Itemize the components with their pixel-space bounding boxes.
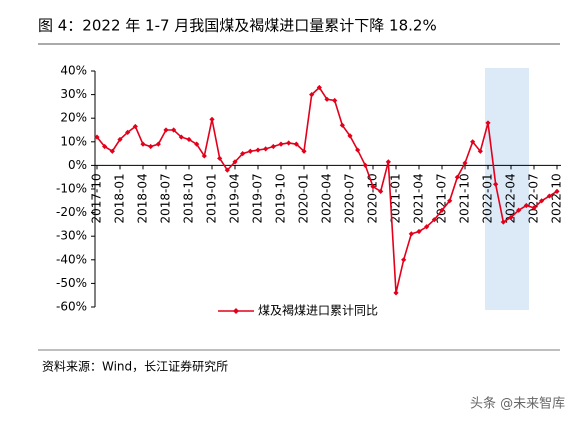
y-tick-label: 30%: [60, 87, 87, 101]
point: [232, 159, 238, 165]
point: [316, 84, 322, 91]
point: [324, 96, 330, 102]
point: [416, 228, 422, 235]
point: [378, 188, 384, 194]
point: [439, 207, 445, 213]
point: [94, 134, 100, 140]
point: [186, 136, 192, 143]
point: [247, 148, 253, 154]
point: [454, 174, 460, 180]
point: [470, 139, 476, 145]
point: [408, 231, 414, 237]
point: [217, 155, 223, 161]
y-tick-label: 0%: [68, 158, 87, 172]
point: [163, 127, 169, 133]
highlight-band: [485, 68, 529, 310]
point: [240, 151, 246, 157]
point: [362, 162, 368, 168]
point: [132, 123, 138, 130]
point: [355, 147, 361, 153]
y-tick-label: 10%: [60, 134, 87, 148]
x-tick-label: 2021-04: [412, 173, 426, 223]
x-tick-label: 2020-01: [297, 173, 311, 223]
y-tick-label: -30%: [56, 229, 87, 243]
point: [286, 140, 292, 146]
point: [370, 184, 376, 190]
y-tick-label: -50%: [56, 276, 87, 290]
point: [339, 122, 345, 128]
point: [523, 202, 529, 209]
x-tick-label: 2020-07: [343, 173, 357, 223]
x-tick-label: 2019-07: [251, 173, 265, 223]
x-tick-label: 2022-07: [527, 173, 541, 223]
watermark: 头条 @未来智库: [470, 396, 565, 412]
point: [554, 188, 560, 194]
point: [309, 92, 315, 98]
point: [424, 224, 430, 230]
y-tick-label: -40%: [56, 252, 87, 266]
x-tick-label: 2020-04: [320, 173, 334, 223]
x-tick-label: 2022-04: [504, 173, 518, 223]
point: [385, 159, 391, 165]
point: [508, 214, 514, 220]
point: [393, 290, 399, 296]
source: 资料来源：Wind，长江证券研究所: [42, 359, 228, 374]
x-tick-label: 2019-01: [205, 173, 219, 223]
legend-label: 煤及褐煤进口累计同比: [258, 303, 378, 318]
point: [109, 148, 115, 154]
point: [102, 143, 108, 150]
point: [263, 146, 269, 152]
point: [201, 153, 207, 159]
x-tick-label: 2018-04: [136, 173, 150, 223]
point: [531, 205, 537, 211]
point: [293, 141, 299, 147]
point: [171, 127, 177, 133]
x-tick-label: 2022-01: [481, 173, 495, 223]
point: [148, 143, 154, 150]
point: [462, 160, 468, 166]
x-tick-label: 2017-10: [90, 173, 104, 223]
point: [278, 141, 284, 147]
point: [332, 97, 338, 104]
point: [194, 141, 200, 147]
point: [477, 148, 483, 154]
point: [224, 167, 230, 173]
point: [155, 141, 161, 147]
point: [500, 219, 506, 225]
point: [140, 141, 146, 147]
point: [347, 133, 353, 139]
point: [493, 181, 499, 187]
chart-title: 图 4：2022 年 1-7 月我国煤及褐煤进口量累计下降 18.2%: [38, 17, 437, 35]
point: [447, 198, 453, 204]
x-tick-label: 2018-07: [159, 173, 173, 223]
x-tick-label: 2019-10: [274, 173, 288, 223]
y-tick-label: -60%: [56, 300, 87, 314]
point: [125, 129, 131, 135]
x-tick-label: 2022-10: [550, 173, 564, 223]
legend-marker: [233, 308, 239, 314]
x-tick-label: 2020-10: [366, 173, 380, 223]
point: [546, 193, 552, 199]
point: [539, 198, 545, 204]
point: [516, 207, 522, 213]
point: [401, 257, 407, 263]
y-tick-label: -10%: [56, 182, 87, 196]
point: [209, 116, 215, 122]
x-tick-label: 2019-04: [228, 173, 242, 223]
point: [270, 143, 276, 150]
x-tick-label: 2018-10: [182, 173, 196, 223]
y-tick-label: -20%: [56, 205, 87, 219]
point: [178, 134, 184, 140]
x-tick-label: 2021-07: [435, 173, 449, 223]
point: [117, 136, 123, 143]
x-tick-label: 2018-01: [113, 173, 127, 223]
point: [485, 120, 491, 126]
point: [255, 147, 261, 153]
y-tick-label: 20%: [60, 111, 87, 125]
y-tick-label: 40%: [60, 64, 87, 78]
point: [431, 217, 437, 223]
x-tick-label: 2021-10: [458, 173, 472, 223]
point: [301, 148, 307, 154]
